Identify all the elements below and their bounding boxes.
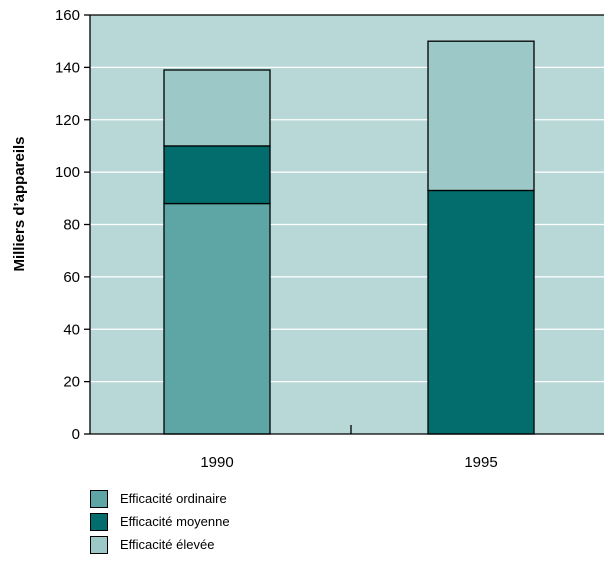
y-tick-labels: 0 20 40 60 80 100 120 140 160: [55, 7, 80, 443]
y-tick-label: 40: [63, 321, 80, 338]
y-tick-label: 20: [63, 374, 80, 391]
x-tick-label: 1990: [200, 454, 233, 471]
legend-item: Efficacité ordinaire: [90, 487, 230, 510]
legend-swatch-moyenne: [90, 512, 108, 531]
y-axis-label: Milliers d’appareils: [11, 136, 28, 271]
bar-segment: [163, 145, 271, 205]
x-tick-label: 1995: [464, 454, 497, 471]
legend-label: Efficacité moyenne: [120, 514, 230, 529]
legend-item: Efficacité moyenne: [90, 510, 230, 533]
x-tick-labels: 1990 1995: [200, 454, 497, 471]
y-tick-label: 60: [63, 269, 80, 286]
bar-segment: [163, 202, 271, 435]
y-tick-label: 80: [63, 217, 80, 234]
bars: [163, 40, 535, 435]
legend-item: Efficacité élevée: [90, 533, 230, 556]
y-tick-label: 120: [55, 112, 80, 129]
legend-swatch-elevee: [90, 535, 108, 554]
legend-label: Efficacité élevée: [120, 537, 215, 552]
y-tick-label: 100: [55, 164, 80, 181]
bar-segment: [427, 40, 535, 192]
y-tick-label: 160: [55, 7, 80, 24]
axes: [84, 14, 604, 435]
bar-segment: [427, 189, 535, 435]
legend: Efficacité ordinaire Efficacité moyenne …: [90, 487, 230, 556]
y-tick-label: 0: [72, 426, 80, 443]
bar-segment: [163, 69, 271, 147]
y-tick-label: 140: [55, 59, 80, 76]
legend-swatch-ordinaire: [90, 489, 108, 508]
legend-label: Efficacité ordinaire: [120, 491, 227, 506]
